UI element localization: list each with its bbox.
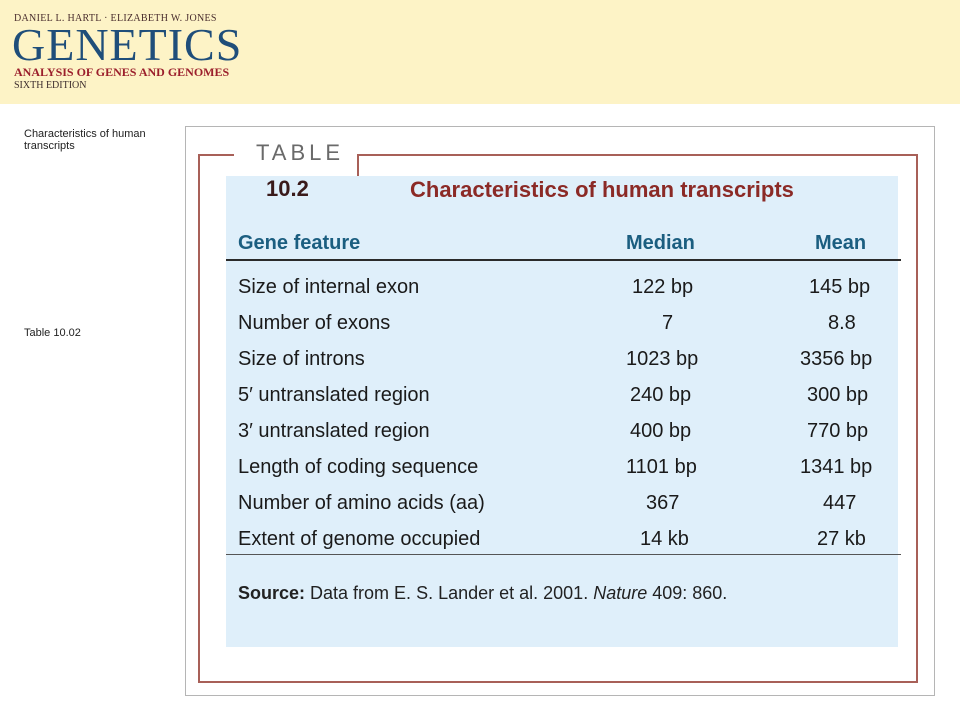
feature-cell: Number of amino acids (aa) xyxy=(238,492,485,514)
median-cell: 14 kb xyxy=(640,528,689,550)
table-title: Characteristics of human transcripts xyxy=(410,177,794,202)
feature-cell: Extent of genome occupied xyxy=(238,528,481,550)
column-header-median: Median xyxy=(626,232,695,254)
mean-cell: 447 xyxy=(823,492,857,514)
footer-rule xyxy=(226,554,901,555)
border-line-top-right xyxy=(358,154,918,156)
feature-cell: 3′ untranslated region xyxy=(238,420,430,442)
book-title-logo: GENETICS xyxy=(12,19,243,70)
mean-cell: 8.8 xyxy=(828,312,856,334)
border-line-bottom xyxy=(198,681,918,683)
feature-cell: Length of coding sequence xyxy=(238,456,479,478)
median-cell: 1023 bp xyxy=(626,348,699,370)
feature-cell: 5′ untranslated region xyxy=(238,384,430,406)
mean-cell: 300 bp xyxy=(807,384,869,406)
source-text-after: 409: 860. xyxy=(647,583,728,603)
book-edition: SIXTH EDITION xyxy=(14,80,87,91)
table-label: TABLE xyxy=(256,140,345,165)
border-line-left xyxy=(198,154,200,683)
mean-cell: 27 kb xyxy=(817,528,866,550)
source-label: Source: xyxy=(238,583,306,603)
border-line-right xyxy=(916,154,918,683)
mean-cell: 145 bp xyxy=(809,276,871,298)
table-reference: Table 10.02 xyxy=(24,327,81,339)
book-subtitle: ANALYSIS OF GENES AND GENOMES xyxy=(14,65,230,79)
source-journal: Nature xyxy=(593,583,648,603)
median-cell: 1101 bp xyxy=(626,456,697,478)
median-cell: 400 bp xyxy=(630,420,692,442)
slide-description: Characteristics of human transcripts xyxy=(24,128,146,152)
book-banner: DANIEL L. HARTL · ELIZABETH W. JONES GEN… xyxy=(0,0,960,104)
source-text-before: Data from E. S. Lander et al. 2001. xyxy=(305,583,594,603)
column-header-feature: Gene feature xyxy=(238,232,361,254)
median-cell: 240 bp xyxy=(630,384,692,406)
table-number: 10.2 xyxy=(266,176,309,201)
border-line-top-left xyxy=(198,154,234,156)
feature-cell: Size of internal exon xyxy=(238,276,420,298)
column-header-mean: Mean xyxy=(815,232,867,254)
table-panel xyxy=(226,176,898,647)
table-source-note: Source: Data from E. S. Lander et al. 20… xyxy=(238,583,727,604)
median-cell: 7 xyxy=(662,312,674,334)
feature-cell: Size of introns xyxy=(238,348,365,370)
book-authors: DANIEL L. HARTL · ELIZABETH W. JONES xyxy=(14,13,217,24)
median-cell: 367 xyxy=(646,492,680,514)
mean-cell: 770 bp xyxy=(807,420,869,442)
mean-cell: 1341 bp xyxy=(800,456,873,478)
mean-cell: 3356 bp xyxy=(800,348,873,370)
median-cell: 122 bp xyxy=(632,276,694,298)
header-rule xyxy=(226,259,901,261)
feature-cell: Number of exons xyxy=(238,312,391,334)
